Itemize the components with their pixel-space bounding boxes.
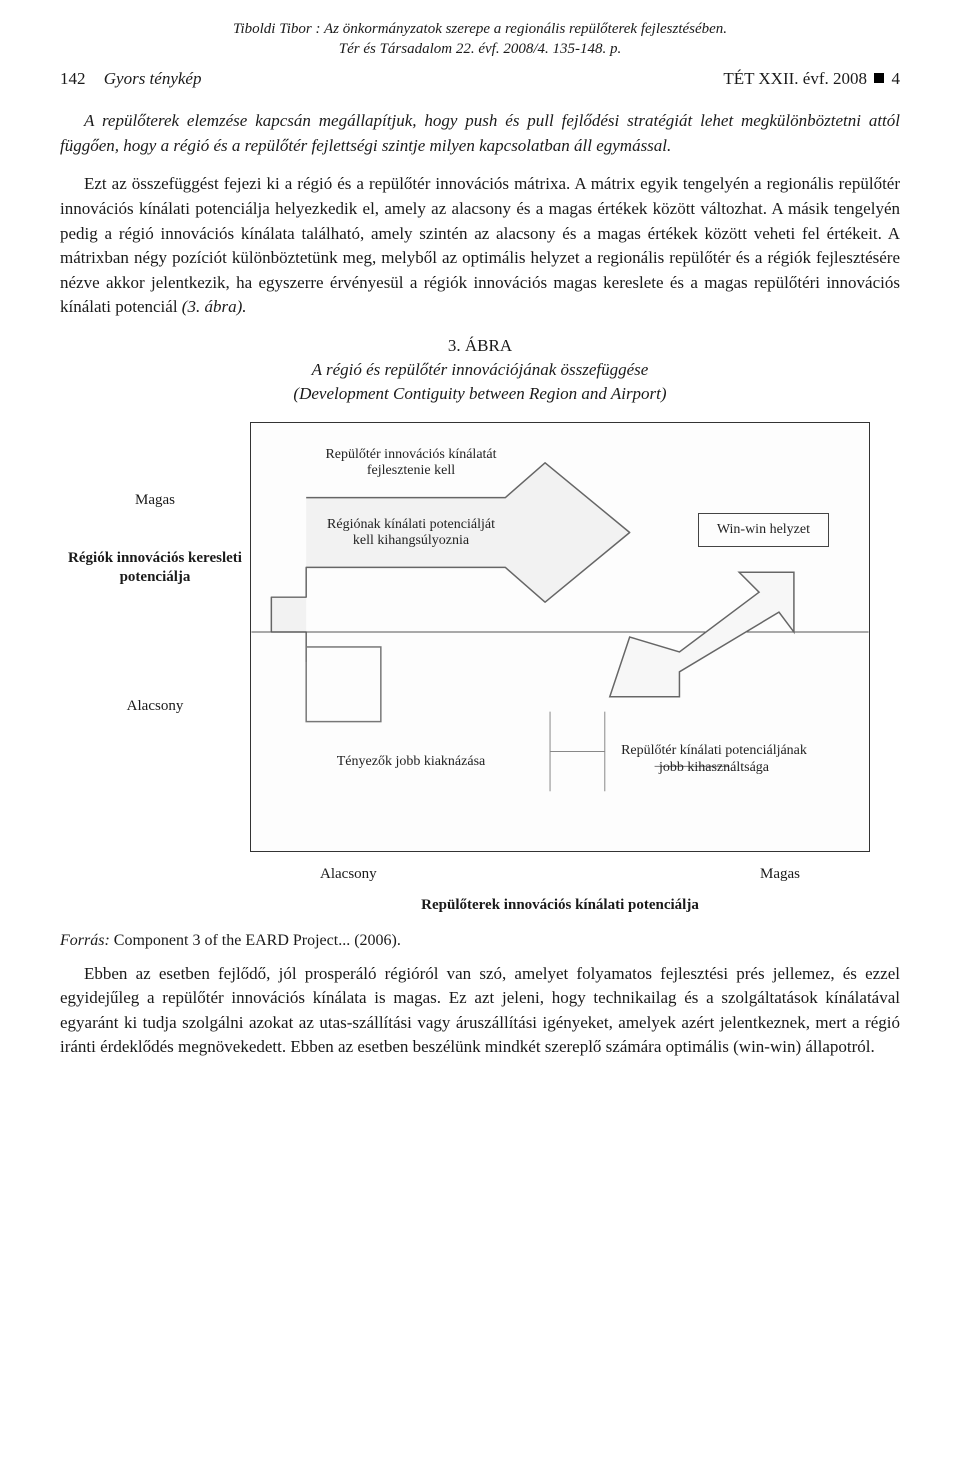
x-axis-labels: Alacsony Magas <box>250 866 870 883</box>
cell-top-left: Repülőtér innovációs kínálatát fejleszte… <box>311 447 511 481</box>
figure-source: Forrás: Component 3 of the EARD Project.… <box>60 932 900 950</box>
matrix-diagram: Magas Régiók innovációs keresleti potenc… <box>60 422 900 852</box>
page-number: 142 <box>60 69 86 88</box>
matrix-box: Repülőtér innovációs kínálatát fejleszte… <box>250 422 870 852</box>
paragraph-3: Ebben az esetben fejlődő, jól prosperáló… <box>60 962 900 1061</box>
square-icon <box>874 73 884 83</box>
y-axis-title: Régiók innovációs keresleti potenciálja <box>60 549 250 588</box>
x-label-high: Magas <box>760 866 800 883</box>
section-title: Gyors ténykép <box>104 69 202 88</box>
cell-bottom-left: Tényezők jobb kiaknázása <box>331 754 491 771</box>
y-label-high: Magas <box>135 492 175 509</box>
x-axis-title: Repülőterek innovációs kínálati potenciá… <box>250 897 870 914</box>
page-header: 142 Gyors ténykép TÉT XXII. évf. 2008 4 <box>60 69 900 89</box>
meta-line-1: Tiboldi Tibor : Az önkormányzatok szerep… <box>60 20 900 40</box>
y-axis: Magas Régiók innovációs keresleti potenc… <box>60 422 250 715</box>
cell-mid-left: Régiónak kínálati potenciálját kell kiha… <box>321 517 501 551</box>
cell-bottom-right: Repülőtér kínálati potenciáljának jobb k… <box>619 743 809 777</box>
paragraph-2: Ezt az összefüggést fejezi ki a régió és… <box>60 172 900 320</box>
paragraph-2-text: Ezt az összefüggést fejezi ki a régió és… <box>60 174 900 316</box>
y-label-low: Alacsony <box>127 698 184 715</box>
figure-title-hu: A régió és repülőtér innovációjának össz… <box>60 358 900 382</box>
meta-line-2: Tér és Társadalom 22. évf. 2008/4. 135-1… <box>60 40 900 60</box>
paragraph-1: A repülőterek elemzése kapcsán megállapí… <box>60 109 900 158</box>
source-text: Component 3 of the EARD Project... (2006… <box>110 932 401 949</box>
source-label: Forrás: <box>60 932 110 949</box>
matrix-svg <box>251 423 869 851</box>
x-label-low: Alacsony <box>320 866 377 883</box>
paragraph-2-ref: (3. ábra). <box>182 297 247 316</box>
figure-number: 3. ÁBRA <box>60 334 900 358</box>
journal-ref: TÉT XXII. évf. 2008 <box>723 69 867 88</box>
figure-title: 3. ÁBRA A régió és repülőtér innovációjá… <box>60 334 900 405</box>
doc-meta: Tiboldi Tibor : Az önkormányzatok szerep… <box>60 20 900 59</box>
cell-winwin: Win-win helyzet <box>698 513 829 548</box>
figure-title-en: (Development Contiguity between Region a… <box>60 382 900 406</box>
issue-num: 4 <box>892 69 901 88</box>
